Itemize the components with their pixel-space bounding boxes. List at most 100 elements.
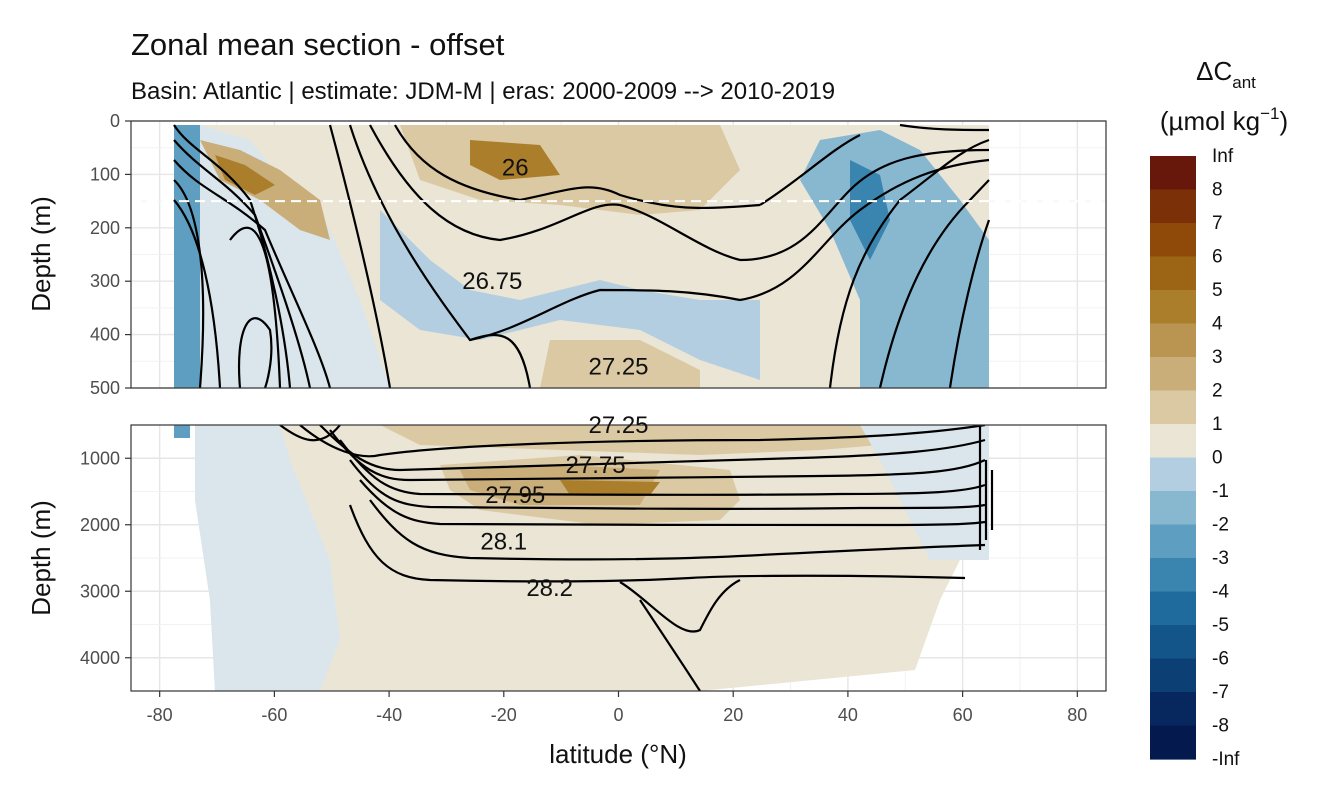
lower-isopycnal-line <box>359 479 986 527</box>
legend-swatch <box>1150 357 1196 392</box>
legend-label: 6 <box>1212 247 1223 268</box>
legend-swatch <box>1150 290 1196 325</box>
lower-field-core-brown <box>560 480 660 495</box>
legend-swatch <box>1150 457 1196 492</box>
upper-isopycnal-line <box>229 226 282 388</box>
isopycnal-label: 28.1 <box>480 528 527 555</box>
legend-label: -7 <box>1212 682 1229 703</box>
legend-label: -1 <box>1212 481 1229 502</box>
legend-unit: (µmol kg−1) <box>1160 104 1288 136</box>
panel-upper-isopycnals <box>173 123 991 388</box>
x-tick-label: 80 <box>1067 705 1087 725</box>
panel-lower-y-axis: 1000 2000 3000 4000 <box>80 448 131 668</box>
upper-isopycnal-line <box>173 139 312 388</box>
upper-field-deep-tan <box>540 340 700 388</box>
x-tick-label: 60 <box>953 705 973 725</box>
legend-swatch <box>1150 424 1196 459</box>
upper-field-northern-darkblue <box>850 160 890 260</box>
chart-title: Zonal mean section - offset <box>131 27 505 62</box>
x-tick-label: 20 <box>723 705 743 725</box>
isopycnal-labels: 26 26.75 27.25 27.25 27.75 27.95 28.1 28.2 <box>462 154 648 601</box>
panel-lower-field <box>174 425 989 691</box>
isopycnal-label: 27.95 <box>485 482 545 509</box>
upper-isopycnal-line <box>394 124 761 210</box>
y-axis-label-upper: Depth (m) <box>26 196 56 312</box>
legend-label: -Inf <box>1212 749 1240 770</box>
legend-label: 5 <box>1212 280 1223 301</box>
upper-isopycnal-line <box>828 138 990 388</box>
upper-isopycnal-line <box>759 134 861 206</box>
legend-label: 8 <box>1212 180 1223 201</box>
legend-label: 3 <box>1212 347 1223 368</box>
lower-isopycnal-line <box>349 459 986 510</box>
upper-field-southern-brown <box>215 155 275 195</box>
legend-title: ΔCant <box>1196 56 1256 92</box>
legend-label: 4 <box>1212 314 1223 335</box>
legend-label: 1 <box>1212 414 1223 435</box>
upper-isopycnal-line <box>739 148 990 262</box>
isopycnal-label: 28.2 <box>526 575 573 602</box>
legend-swatch <box>1150 558 1196 593</box>
lower-isopycnal-line <box>348 504 966 583</box>
panel-upper-border <box>130 120 1107 389</box>
legend-label: -3 <box>1212 548 1229 569</box>
upper-isopycnal-line <box>878 179 990 388</box>
legend-label: -8 <box>1212 716 1229 737</box>
legend-swatch <box>1150 625 1196 660</box>
panel-lower-isopycnals <box>279 425 994 691</box>
lower-isopycnal-line <box>639 599 701 691</box>
upper-field-northern-blue <box>800 130 989 388</box>
legend-label: 0 <box>1212 448 1223 469</box>
y-tick-label: 500 <box>90 378 120 398</box>
y-axis-label-lower: Depth (m) <box>26 500 56 616</box>
x-axis-label: latitude (°N) <box>549 739 687 769</box>
lower-isopycnal-line <box>279 425 341 442</box>
lower-field-southern-blue-tip <box>174 425 190 438</box>
legend-swatch <box>1150 390 1196 425</box>
legend-label: -2 <box>1212 515 1229 536</box>
upper-isopycnal-line <box>173 179 205 388</box>
y-tick-label: 1000 <box>80 448 120 468</box>
legend-label: Inf <box>1212 146 1234 167</box>
isopycnal-label: 27.75 <box>566 452 626 479</box>
upper-isopycnal-line <box>328 124 392 388</box>
legend-swatch <box>1150 524 1196 559</box>
panel-upper-y-axis: 0 100 200 300 400 500 <box>90 111 131 398</box>
panel-upper: 0 100 200 300 400 500 <box>90 111 1107 398</box>
isopycnal-label: 27.25 <box>588 412 648 439</box>
y-tick-label: 3000 <box>80 581 120 601</box>
y-tick-label: 0 <box>110 111 120 131</box>
legend-label: -6 <box>1212 649 1229 670</box>
isopycnal-label: 26.75 <box>462 268 522 295</box>
upper-isopycnal-line <box>948 219 991 388</box>
legend-swatch <box>1150 725 1196 760</box>
legend-swatch <box>1150 591 1196 626</box>
upper-isopycnal-line <box>739 158 990 302</box>
panel-lower: 1000 2000 3000 4000 <box>80 424 1107 692</box>
legend-label: 7 <box>1212 213 1223 234</box>
lower-isopycnal-line <box>339 439 986 496</box>
x-tick-label: -80 <box>147 705 173 725</box>
chart-subtitle: Basin: Atlantic | estimate: JDM-M | eras… <box>131 78 835 105</box>
legend-label: -4 <box>1212 582 1229 603</box>
lower-isopycnal-line <box>369 499 986 561</box>
upper-isopycnal-line <box>173 124 292 388</box>
legend-swatch <box>1150 156 1196 191</box>
upper-isopycnal-line <box>173 199 222 388</box>
lower-field-southern-lightblue <box>195 425 340 691</box>
x-tick-label: -20 <box>491 705 517 725</box>
lower-field-base <box>195 425 989 691</box>
x-tick-label: -60 <box>261 705 287 725</box>
lower-isopycnal-line <box>619 579 741 633</box>
lower-isopycnal-line <box>319 425 986 472</box>
lower-isopycnal-line <box>299 425 986 458</box>
isopycnal-label: 26 <box>502 154 529 181</box>
upper-isopycnal-line <box>369 124 741 262</box>
legend-swatch <box>1150 491 1196 526</box>
legend-swatch <box>1150 256 1196 291</box>
y-tick-label: 300 <box>90 271 120 291</box>
y-tick-label: 2000 <box>80 515 120 535</box>
isopycnal-label: 27.25 <box>588 354 648 381</box>
upper-isopycnal-line <box>173 159 332 388</box>
